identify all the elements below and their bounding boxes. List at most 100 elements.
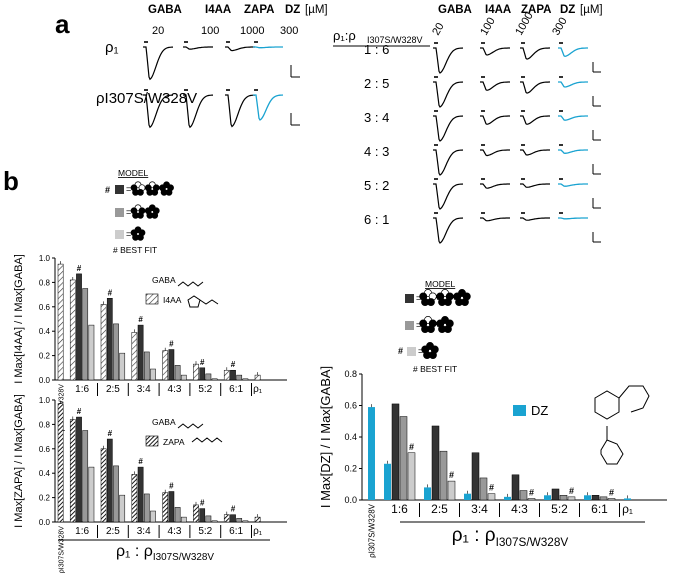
legend-gaba-i4aa: GABA: [152, 275, 176, 285]
chart-0-bar-3-1: [137, 324, 144, 381]
chart-1-bar-5-3: [211, 520, 218, 523]
chart-2-best-fit-mark-2: #: [449, 470, 454, 480]
chart-1-bar-4-2: [174, 507, 181, 523]
trace-row0-col3: [253, 46, 283, 49]
scale-bar-row1: [290, 113, 300, 126]
gaba-structure-1: [177, 281, 204, 287]
chart-1-best-fit-mark-6: #: [231, 505, 236, 514]
chart-1-bar-2-1: [106, 438, 113, 523]
chart-2-bar-4-1: [511, 474, 520, 501]
ratio-scale-bar-2: [592, 130, 601, 141]
chart-0-group-label-3: 3:4: [137, 384, 151, 395]
chart-2-bar-6-2: [599, 496, 608, 501]
chart-0-best-fit-mark-5: #: [200, 358, 205, 367]
chart-1-bar-4-1: [168, 491, 175, 523]
legend-zapa: ZAPA: [163, 437, 185, 447]
chart-0-bar-4-1: [168, 349, 175, 381]
chart-2-ytick-label: 0.0: [344, 495, 357, 505]
chart-2-bar-2-2: [439, 450, 448, 501]
chart-0-ytick-label: 0.4: [39, 327, 51, 336]
ratio-trace-0-3: [558, 47, 588, 57]
model-swatch-dark-left: [115, 185, 124, 194]
model-legend-right: MODEL # =++=+= # BEST FIT: [398, 279, 471, 374]
model-rosettes-left: =++=+=: [126, 181, 174, 241]
chart-1-bar-1-0: [69, 419, 76, 523]
chart-0-bar-6-1: [230, 369, 236, 381]
chart-1-best-fit-mark-3: #: [138, 457, 143, 466]
row-label-rho1: ρ₁: [105, 39, 119, 56]
chart-0-bar-2-3: [119, 352, 126, 381]
i4aa-structure: [187, 295, 219, 308]
best-fit-label-left: # BEST FIT: [113, 245, 157, 255]
trace-row0-col1: [183, 46, 213, 50]
chart-1-best-fit-mark-5: #: [200, 499, 205, 508]
right-model-light-rosette-0: [421, 342, 439, 359]
ratio-trace-4-3: [558, 183, 588, 187]
gaba-structure-2: [177, 423, 204, 429]
chart-1-group-label-7: ρ₁: [253, 526, 263, 537]
chart-1-bar-0-0: [57, 403, 64, 523]
ratio-row-label-3: 4 : 3: [364, 144, 389, 159]
chart-0-bar-4-2: [174, 365, 181, 381]
chart-2-ytick-label: 0.2: [344, 464, 357, 474]
chart-1-group-label-1: 1:6: [75, 526, 89, 537]
left-model-dark-rosette-2: [159, 181, 174, 196]
ratio-trace-1-2: [520, 81, 550, 94]
right-conc-1: 100: [478, 16, 498, 38]
ratio-trace-1-3: [558, 81, 588, 88]
chart-0-bar-5-2: [205, 373, 212, 381]
chart-0-bar-3-3: [150, 368, 156, 381]
chart-2-best-fit-mark-5: #: [569, 486, 574, 496]
x-axis-label-right: ρ₁ : ρI307S/W328V: [452, 525, 569, 549]
model-swatch-dark-right: [405, 294, 414, 303]
chart-0-group-label-5: 5:2: [198, 384, 212, 395]
chart-0-best-fit-mark-4: #: [169, 340, 174, 349]
chart-1-bar-1-1: [76, 416, 82, 523]
ratio-trace-0-1: [480, 47, 510, 56]
chart-1-group-label-0: ρI307S/W328V: [59, 526, 66, 574]
chart-0-bar-1-2: [82, 288, 89, 381]
legend-gaba-zapa: GABA: [152, 417, 176, 427]
right-header-ratio-sub: I307S/W328V: [367, 35, 423, 45]
best-fit-label-right: # BEST FIT: [413, 364, 457, 374]
model-title-left: MODEL: [118, 168, 149, 178]
left-model-mid-eq: =: [126, 207, 131, 217]
chart-2-ytick-label: 0.8: [344, 369, 357, 379]
right-conc-3: 300: [550, 16, 570, 38]
best-fit-hash-right: #: [398, 346, 403, 356]
ratio-scale-bar-5: [592, 232, 601, 243]
chart-1-bar-6-0: [223, 514, 230, 523]
right-header-gaba: GABA: [438, 4, 472, 16]
chart-2: 0.0 0.2 0.4 0.6 0.8 I Max[DZ] / I Max[GABA] ρI…: [318, 366, 667, 558]
model-title-right: MODEL: [425, 279, 456, 289]
panel-a-left-headers: GABA I4AA ZAPA DZ [µM] 20 100 1000 300 ρ…: [96, 4, 328, 107]
chart-2-bar-3-2: [479, 477, 488, 501]
right-traces: 1 : 6 2 : 5 3 : 4 4 : 3 5 : 2 6 : 1: [364, 42, 601, 244]
header-zapa: ZAPA: [244, 4, 274, 16]
chart-1-bar-4-0: [162, 492, 169, 523]
chart-1-bar-3-1: [137, 466, 144, 523]
chart-2-bar-4-2: [519, 490, 528, 501]
chart-2-group-label-6: 6:1: [591, 502, 608, 516]
chart-0-bar-2-2: [113, 323, 119, 381]
chart-1-ytick-label: 0.0: [39, 518, 51, 527]
chart-0-group-label-1: 1:6: [75, 384, 89, 395]
trace-row1-col0: [143, 94, 173, 129]
ratio-trace-2-3: [558, 115, 588, 121]
legend-i4aa: I4AA: [163, 295, 182, 305]
chart-1-bar-6-1: [230, 514, 236, 523]
left-model-dark-rosette-0: [130, 181, 146, 196]
chart-1-bar-5-2: [205, 515, 212, 523]
chart-1-bar-3-0: [131, 474, 138, 523]
chart-0-bar-5-0: [193, 363, 199, 381]
chart-1-bar-1-2: [82, 430, 89, 523]
chart-0-best-fit-mark-2: #: [108, 288, 113, 297]
chart-2-bar-5-0: [544, 495, 551, 500]
chart-0-bar-1-3: [88, 324, 95, 381]
right-model-dark-rosette-0: [419, 289, 437, 306]
ratio-trace-5-1: [480, 217, 510, 222]
diazepam-structure: [594, 385, 650, 465]
chart-1-ytick-label: 0.4: [39, 469, 51, 478]
ratio-trace-4-2: [520, 183, 550, 188]
